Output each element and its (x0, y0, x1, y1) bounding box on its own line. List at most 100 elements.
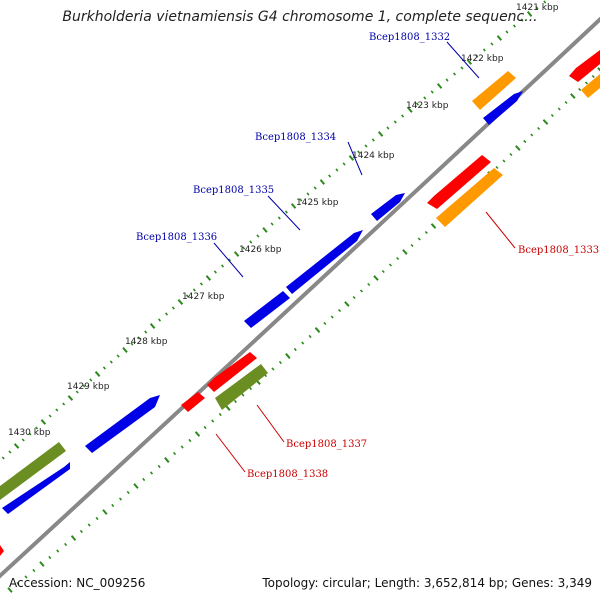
gene-feature-red[interactable] (181, 392, 205, 412)
minor-tick (241, 393, 245, 397)
minor-tick (64, 542, 68, 547)
gene-feature-red[interactable] (0, 545, 4, 556)
leader-line (215, 433, 246, 473)
leader-line (485, 211, 516, 249)
minor-tick (1, 456, 5, 460)
major-tick (290, 203, 297, 209)
genome-backbone (0, 16, 600, 579)
minor-tick (460, 66, 464, 70)
minor-tick (509, 152, 513, 157)
major-tick (262, 227, 268, 233)
gene-feature-blue[interactable] (371, 193, 405, 221)
major-tick (205, 275, 212, 281)
gene-feature-blue[interactable] (2, 462, 70, 514)
minor-tick (188, 438, 192, 443)
minor-tick (48, 555, 52, 560)
minor-tick (537, 126, 541, 131)
minor-tick (415, 102, 419, 106)
minor-tick (32, 568, 36, 573)
ruler-label: 1428 kbp (125, 337, 168, 347)
leader-line (267, 195, 301, 231)
minor-tick (270, 222, 274, 226)
minor-tick (21, 438, 25, 442)
minor-tick (157, 318, 162, 322)
minor-tick (338, 308, 342, 313)
minor-tick (142, 477, 146, 482)
minor-tick (396, 256, 400, 261)
ruler-label: 1427 kbp (182, 292, 225, 302)
minor-tick (172, 451, 177, 456)
minor-tick (445, 78, 449, 82)
ruler-label: 1430 kbp (8, 428, 51, 438)
gene-feature-blue[interactable] (244, 291, 290, 328)
minor-tick (308, 334, 312, 339)
minor-tick (35, 426, 39, 430)
minor-tick (520, 18, 524, 22)
major-tick (348, 155, 355, 161)
major-tick (526, 10, 533, 18)
gene-label[interactable]: Bcep1808_1338 (247, 469, 328, 480)
gene-feature-red[interactable] (569, 50, 600, 82)
gene-label[interactable]: Bcep1808_1337 (286, 439, 367, 450)
gene-feature-blue[interactable] (286, 230, 363, 294)
minor-tick (149, 471, 154, 475)
map-title: Burkholderia vietnamiensis G4 chromosome… (62, 9, 538, 25)
gene-feature-blue[interactable] (85, 395, 160, 453)
gene-feature-red[interactable] (207, 352, 257, 392)
minor-tick (388, 263, 392, 267)
minor-tick (359, 289, 363, 293)
major-tick (377, 131, 384, 137)
minor-tick (227, 258, 232, 262)
minor-tick (299, 198, 303, 202)
gene-feature-blue[interactable] (483, 91, 523, 125)
gene-label[interactable]: Bcep1808_1336 (136, 232, 217, 243)
gene-feature-olive[interactable] (215, 364, 268, 410)
major-tick (94, 371, 101, 377)
minor-tick (95, 516, 99, 521)
major-tick (122, 347, 128, 353)
gene-feature-red[interactable] (427, 155, 491, 209)
gene-label[interactable]: Bcep1808_1335 (193, 185, 274, 196)
gene-feature-orange[interactable] (472, 71, 516, 110)
gene-features (0, 50, 600, 556)
minor-tick (386, 126, 390, 130)
minor-tick (48, 414, 52, 418)
minor-tick (313, 186, 317, 190)
minor-tick (452, 72, 457, 76)
minor-tick (218, 412, 222, 417)
minor-tick (335, 168, 339, 172)
gene-label[interactable]: Bcep1808_1333 (518, 245, 599, 256)
ruler-label: 1421 kbp (516, 3, 559, 13)
major-tick (194, 431, 201, 437)
gene-feature-olive[interactable] (0, 442, 66, 500)
gene-feature-orange[interactable] (581, 74, 600, 98)
ruler-label: 1423 kbp (406, 101, 449, 111)
minor-tick (505, 30, 509, 34)
major-tick (314, 327, 321, 333)
minor-tick (352, 295, 356, 300)
major-tick (466, 59, 473, 65)
major-tick (40, 419, 47, 425)
major-tick (436, 83, 443, 89)
leader-line (446, 41, 480, 79)
minor-tick (199, 282, 203, 286)
gene-feature-orange[interactable] (436, 168, 503, 227)
accession-text: Accession: NC_009256 (9, 576, 146, 590)
minor-tick (591, 74, 595, 79)
label-leader-lines (213, 41, 516, 473)
minor-tick (328, 174, 332, 178)
minor-tick (126, 490, 130, 495)
major-tick (407, 107, 413, 113)
major-tick (430, 223, 437, 229)
major-tick (102, 509, 108, 515)
major-tick (67, 395, 74, 401)
major-tick (597, 67, 600, 72)
minor-tick (278, 360, 282, 365)
minor-tick (530, 133, 534, 137)
major-tick (496, 35, 503, 41)
minor-tick (393, 120, 397, 124)
gene-label[interactable]: Bcep1808_1332 (369, 32, 450, 43)
minor-tick (293, 347, 297, 352)
gene-label[interactable]: Bcep1808_1334 (255, 132, 336, 143)
